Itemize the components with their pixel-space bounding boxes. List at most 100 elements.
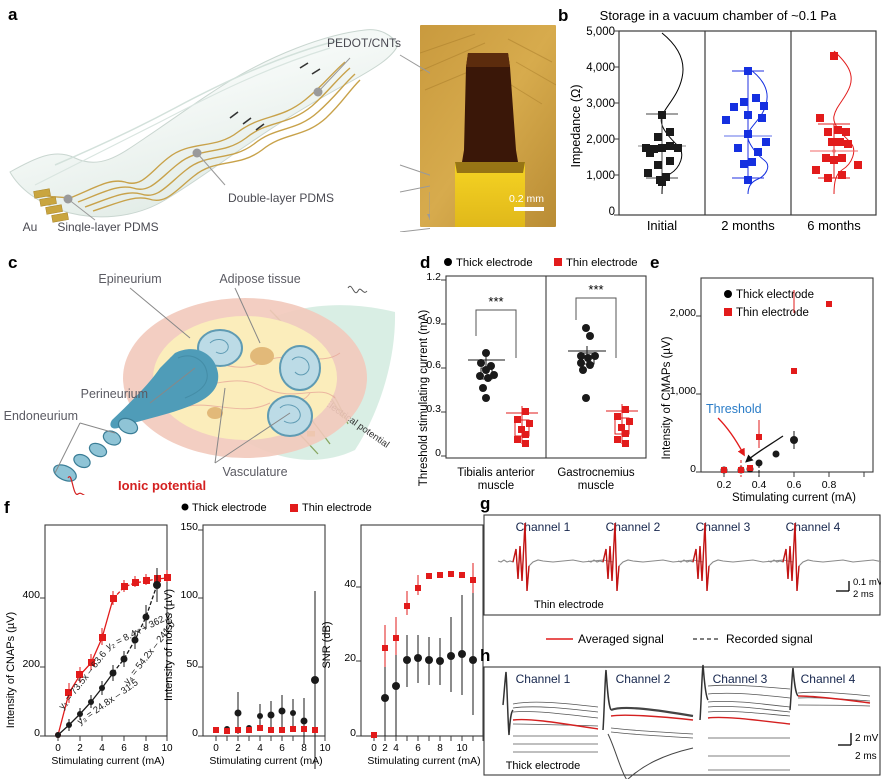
svg-text:Intensity of noises (µV): Intensity of noises (µV) — [163, 589, 175, 701]
svg-text:Vasculature: Vasculature — [222, 465, 287, 479]
svg-text:Double-layer PDMS: Double-layer PDMS — [228, 191, 334, 205]
svg-text:6: 6 — [279, 743, 285, 754]
svg-text:0: 0 — [34, 727, 40, 739]
svg-text:***: *** — [488, 294, 503, 309]
svg-text:0: 0 — [371, 743, 377, 754]
svg-text:Thin electrode: Thin electrode — [534, 599, 604, 611]
svg-text:e: e — [650, 253, 659, 272]
svg-text:Channel 3: Channel 3 — [713, 672, 768, 686]
svg-text:f: f — [4, 498, 10, 517]
svg-text:1,000: 1,000 — [586, 170, 615, 182]
svg-text:Initial: Initial — [647, 218, 677, 233]
svg-text:400: 400 — [22, 589, 40, 601]
svg-text:0: 0 — [435, 447, 441, 459]
svg-text:Endoneurium: Endoneurium — [4, 409, 78, 423]
svg-text:muscle: muscle — [478, 480, 514, 492]
svg-text:8: 8 — [301, 743, 307, 754]
svg-text:8: 8 — [437, 743, 443, 754]
svg-text:0.6: 0.6 — [787, 479, 802, 491]
svg-text:40: 40 — [344, 578, 356, 590]
svg-text:Intensity of CMAPs (µV): Intensity of CMAPs (µV) — [661, 336, 673, 459]
svg-text:b: b — [558, 6, 568, 25]
svg-text:Stimulating current (mA): Stimulating current (mA) — [367, 755, 480, 767]
svg-text:2 ms: 2 ms — [853, 589, 874, 600]
svg-text:8: 8 — [143, 743, 149, 754]
svg-text:g: g — [480, 494, 490, 513]
svg-text:c: c — [8, 253, 17, 272]
svg-text:Ionic potential: Ionic potential — [118, 478, 206, 493]
svg-text:Thin electrode: Thin electrode — [566, 257, 638, 269]
svg-text:Tibialis anterior: Tibialis anterior — [457, 467, 535, 479]
svg-text:2,000: 2,000 — [586, 134, 615, 146]
svg-text:2: 2 — [382, 743, 388, 754]
svg-text:2: 2 — [77, 743, 83, 754]
svg-text:d: d — [420, 253, 430, 272]
svg-text:2,000: 2,000 — [670, 307, 696, 319]
svg-text:0.1 mV: 0.1 mV — [853, 577, 881, 588]
svg-text:150: 150 — [180, 521, 198, 533]
svg-text:10: 10 — [161, 743, 173, 754]
svg-text:0: 0 — [55, 743, 61, 754]
svg-text:Recorded signal: Recorded signal — [726, 632, 813, 646]
svg-text:Thin electrode: Thin electrode — [736, 307, 809, 319]
svg-text:200: 200 — [22, 658, 40, 670]
svg-text:4: 4 — [393, 743, 399, 754]
svg-text:6: 6 — [121, 743, 127, 754]
svg-text:0: 0 — [609, 206, 615, 218]
svg-text:Stimulating current (mA): Stimulating current (mA) — [209, 755, 322, 767]
svg-text:4: 4 — [99, 743, 105, 754]
svg-text:***: *** — [588, 282, 603, 297]
svg-text:Stimulating current (mA): Stimulating current (mA) — [51, 755, 164, 767]
svg-text:10: 10 — [319, 743, 331, 754]
svg-text:a: a — [8, 5, 18, 24]
svg-text:Thick electrode: Thick electrode — [736, 289, 814, 301]
svg-text:3,000: 3,000 — [586, 98, 615, 110]
svg-text:Gastrocnemius: Gastrocnemius — [557, 467, 635, 479]
svg-text:Channel 1: Channel 1 — [516, 672, 571, 686]
svg-text:2: 2 — [235, 743, 241, 754]
svg-text:Threshold: Threshold — [706, 402, 762, 416]
svg-text:Threshold stimulating current: Threshold stimulating current (mA) — [418, 310, 430, 487]
svg-text:Intensity of CNAPs (µV): Intensity of CNAPs (µV) — [5, 612, 17, 728]
svg-text:2 ms: 2 ms — [855, 751, 877, 762]
svg-text:1.2: 1.2 — [426, 271, 441, 283]
svg-text:PEDOT/CNTs: PEDOT/CNTs — [327, 36, 401, 50]
svg-text:1,000: 1,000 — [670, 385, 696, 397]
svg-text:Thick electrode: Thick electrode — [506, 760, 581, 772]
svg-text:Au: Au — [23, 220, 38, 232]
svg-text:2 mV: 2 mV — [855, 733, 879, 744]
svg-text:6: 6 — [415, 743, 421, 754]
svg-text:h: h — [480, 646, 490, 665]
svg-text:Channel 4: Channel 4 — [801, 672, 856, 686]
svg-text:0: 0 — [192, 727, 198, 739]
svg-text:50: 50 — [186, 658, 198, 670]
svg-text:0.2 mm: 0.2 mm — [509, 193, 544, 205]
svg-text:Perineurium: Perineurium — [81, 387, 148, 401]
svg-text:Epineurium: Epineurium — [98, 272, 161, 286]
svg-text:Averaged signal: Averaged signal — [578, 632, 664, 646]
svg-text:SNR (dB): SNR (dB) — [321, 621, 333, 668]
svg-text:Impedance (Ω): Impedance (Ω) — [569, 85, 583, 168]
svg-text:0: 0 — [350, 727, 356, 739]
svg-text:0: 0 — [690, 463, 696, 475]
svg-text:4,000: 4,000 — [586, 62, 615, 74]
svg-text:6 months: 6 months — [807, 218, 861, 233]
svg-text:2 months: 2 months — [721, 218, 775, 233]
svg-text:Channel 2: Channel 2 — [616, 672, 671, 686]
svg-text:20: 20 — [344, 652, 356, 664]
svg-text:5,000: 5,000 — [586, 26, 615, 38]
svg-text:0.2: 0.2 — [717, 479, 732, 491]
svg-text:100: 100 — [180, 589, 198, 601]
svg-text:Adipose tissue: Adipose tissue — [219, 272, 300, 286]
svg-text:0.8: 0.8 — [822, 479, 837, 491]
svg-text:Thick electrode: Thick electrode — [192, 502, 267, 514]
svg-text:muscle: muscle — [578, 480, 614, 492]
svg-text:0.4: 0.4 — [752, 479, 767, 491]
svg-text:0: 0 — [213, 743, 219, 754]
svg-text:Thick electrode: Thick electrode — [456, 257, 533, 269]
svg-text:Storage in a vacuum chamber of: Storage in a vacuum chamber of ~0.1 Pa — [600, 8, 837, 23]
svg-text:Single-layer PDMS: Single-layer PDMS — [57, 220, 158, 232]
svg-text:Thin electrode: Thin electrode — [302, 502, 372, 514]
svg-text:4: 4 — [257, 743, 263, 754]
svg-text:10: 10 — [456, 743, 468, 754]
